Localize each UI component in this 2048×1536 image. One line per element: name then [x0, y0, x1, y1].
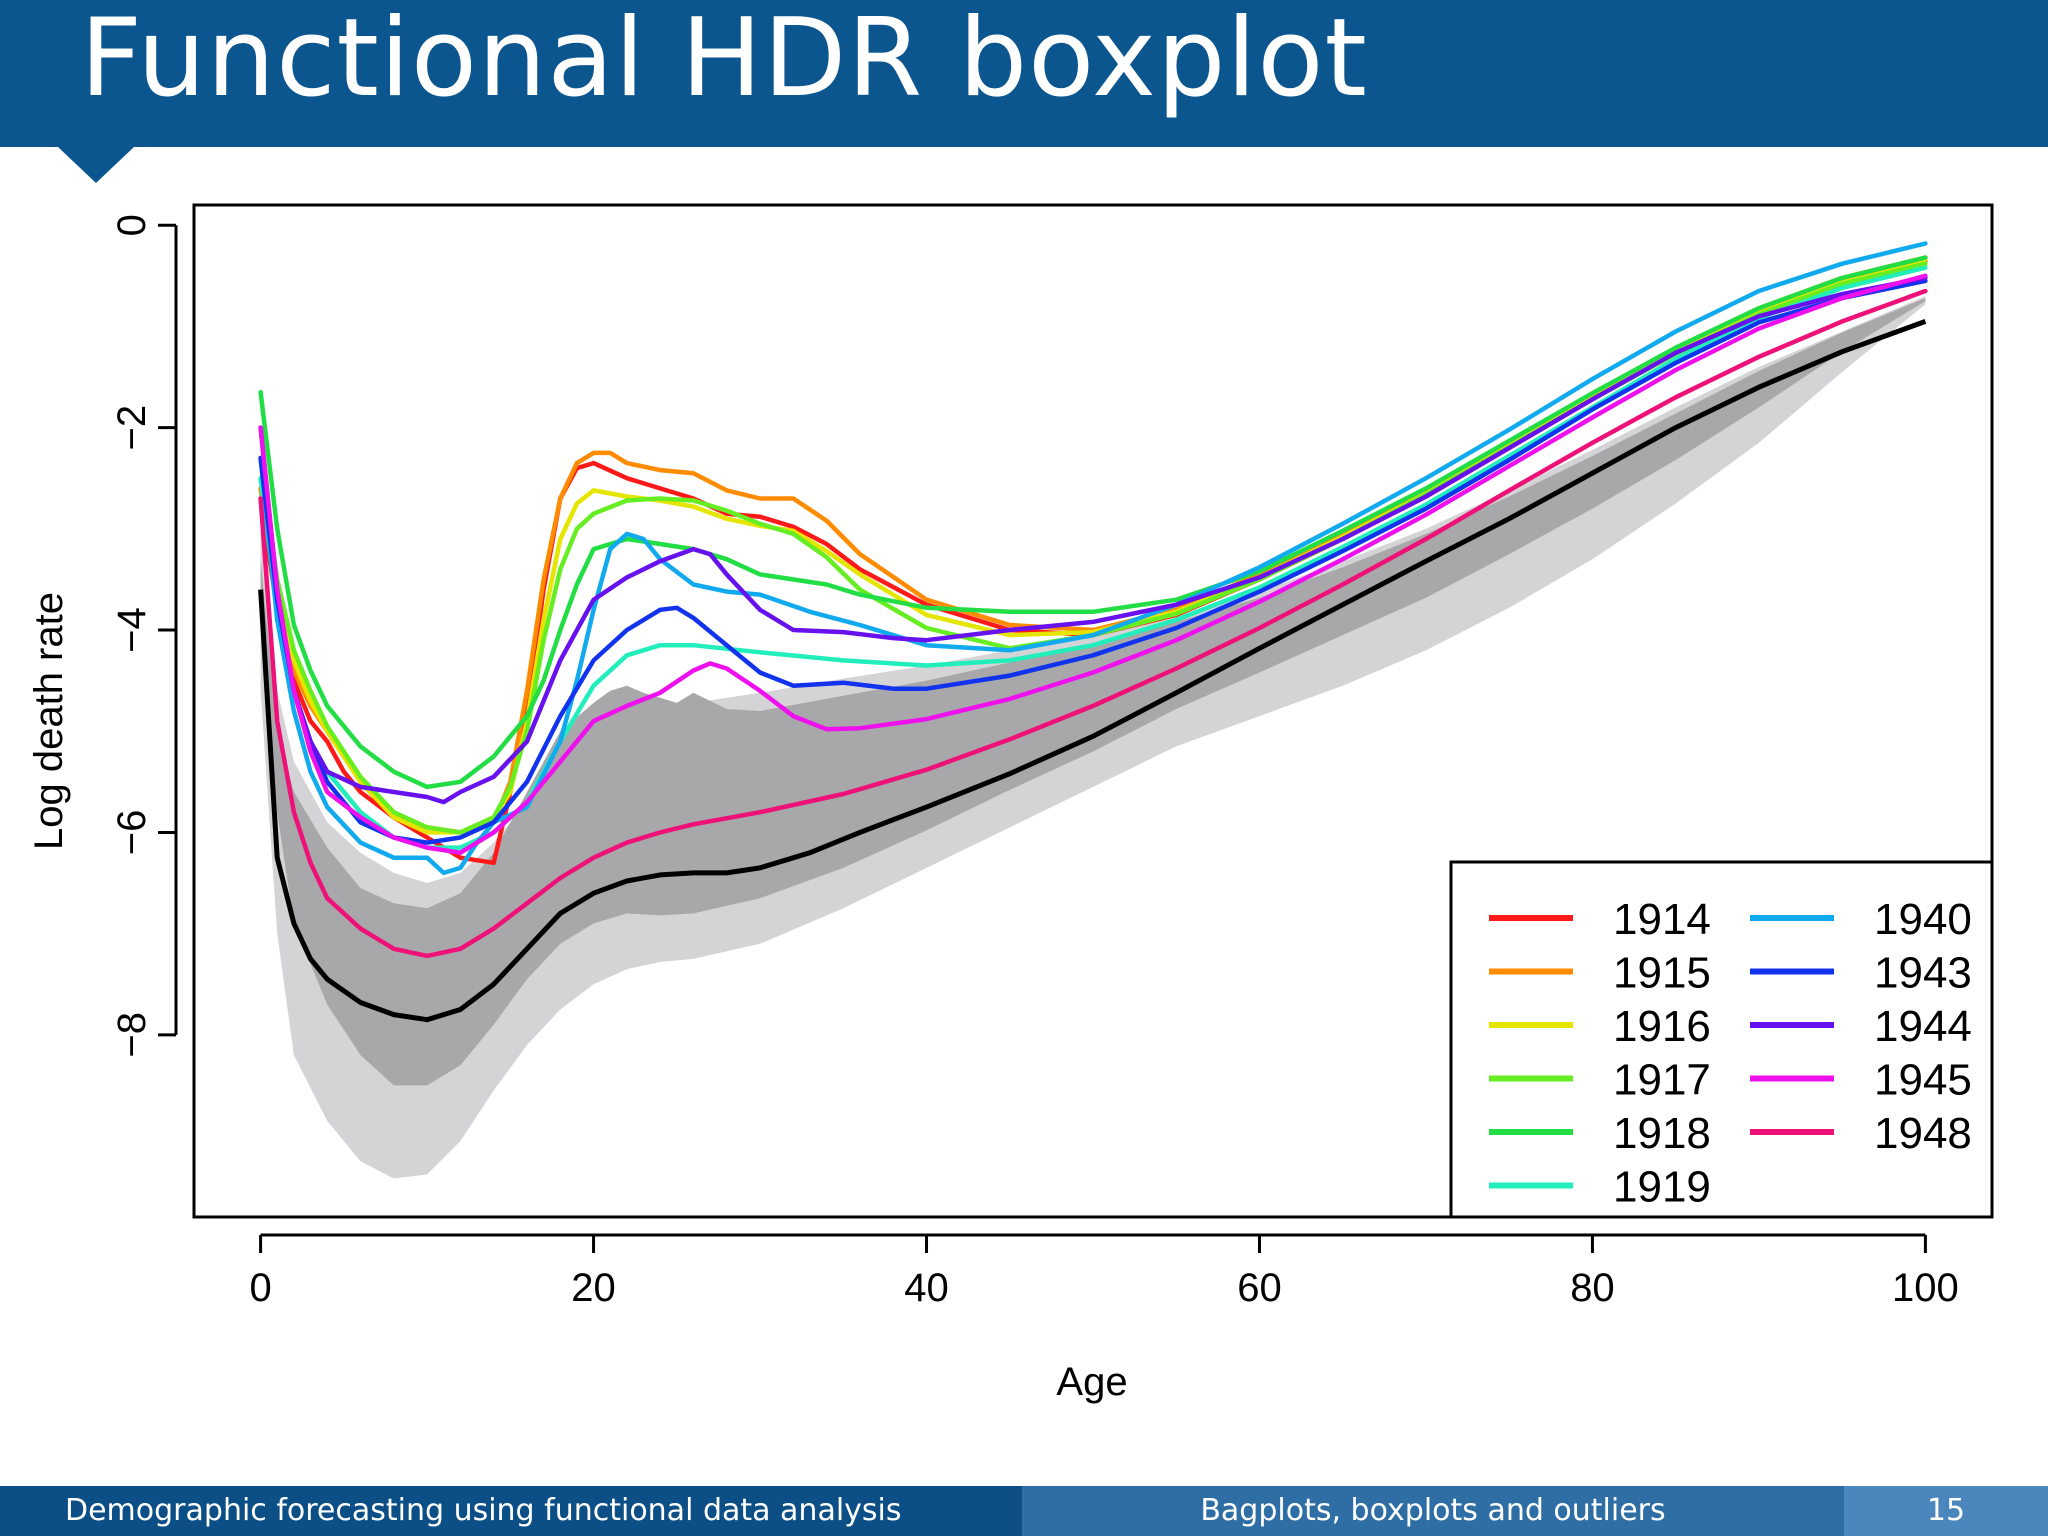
- curve-1945: [258, 273, 1928, 855]
- y-tick-label: −2: [110, 405, 154, 451]
- footer-presentation-title: Demographic forecasting using functional…: [0, 1486, 1022, 1536]
- title-bar-notch: [58, 147, 134, 183]
- slide-title: Functional HDR boxplot: [80, 0, 1368, 121]
- y-tick-label: −6: [110, 810, 154, 856]
- footer-section-title: Bagplots, boxplots and outliers: [1022, 1486, 1844, 1536]
- legend-label-1945: 1945: [1874, 1056, 1972, 1105]
- x-axis-title: Age: [1056, 1360, 1127, 1404]
- legend-label-1940: 1940: [1874, 895, 1972, 944]
- title-bar: Functional HDR boxplot: [0, 0, 2048, 183]
- legend-label-1917: 1917: [1613, 1056, 1711, 1105]
- x-tick-label: 0: [249, 1266, 271, 1310]
- hdr-band-inner: [260, 298, 1926, 1086]
- legend-label-1914: 1914: [1613, 895, 1711, 944]
- y-axis-title: Log death rate: [27, 592, 71, 850]
- legend-label-1918: 1918: [1613, 1109, 1711, 1158]
- x-tick-label: 20: [571, 1266, 616, 1310]
- curve-1944: [258, 275, 1928, 805]
- x-tick-label: 40: [904, 1266, 949, 1310]
- series-curves: [258, 241, 1928, 1023]
- hdr-boxplot-chart: 0 20 40 60 80 100 0 −2 −4 −6 −8 Age Log death rat…: [27, 203, 1994, 1404]
- x-tick-label: 80: [1570, 1266, 1615, 1310]
- curve-1919: [258, 265, 1928, 850]
- legend-label-1915: 1915: [1613, 949, 1711, 998]
- legend-label-1916: 1916: [1613, 1002, 1711, 1051]
- y-tick-label: −8: [110, 1012, 154, 1058]
- modal-curve: [258, 319, 1927, 1023]
- legend-label-1944: 1944: [1874, 1002, 1972, 1051]
- legend-label-1948: 1948: [1874, 1109, 1972, 1158]
- legend-label-1943: 1943: [1874, 949, 1972, 998]
- footer-bar: Demographic forecasting using functional…: [0, 1486, 2048, 1536]
- legend-box: [1449, 860, 1994, 1219]
- y-tick-label: 0: [110, 214, 154, 236]
- curve-1948: [258, 288, 1928, 959]
- x-tick-label: 60: [1237, 1266, 1282, 1310]
- footer-page-number: 15: [1844, 1486, 2048, 1536]
- x-axis: 0 20 40 60 80 100: [249, 1233, 1959, 1310]
- x-tick-label: 100: [1892, 1266, 1959, 1310]
- legend-label-1919: 1919: [1613, 1163, 1711, 1212]
- curve-1940: [258, 241, 1928, 876]
- y-tick-label: −4: [110, 607, 154, 653]
- y-axis: 0 −2 −4 −6 −8: [110, 214, 178, 1058]
- plot-frame: [192, 203, 1994, 1219]
